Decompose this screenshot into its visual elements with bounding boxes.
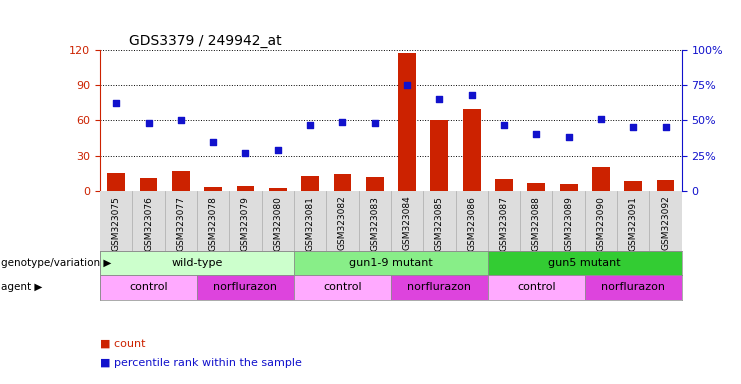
Text: agent ▶: agent ▶: [1, 283, 42, 293]
Bar: [333, 174, 351, 191]
Point: [659, 124, 671, 131]
Point: [595, 116, 607, 122]
Text: gun1-9 mutant: gun1-9 mutant: [349, 258, 433, 268]
Point: [628, 124, 639, 131]
Bar: [366, 177, 384, 191]
Bar: [488, 251, 682, 275]
Text: GSM323087: GSM323087: [499, 196, 508, 250]
Text: norflurazon: norflurazon: [213, 283, 277, 293]
Text: GSM323092: GSM323092: [661, 196, 670, 250]
Bar: [391, 275, 488, 300]
Point: [207, 139, 219, 145]
Text: GSM323085: GSM323085: [435, 196, 444, 250]
Text: ■ percentile rank within the sample: ■ percentile rank within the sample: [100, 358, 302, 368]
Text: wild-type: wild-type: [171, 258, 222, 268]
Point: [531, 131, 542, 137]
Bar: [528, 183, 545, 191]
Text: GSM323077: GSM323077: [176, 196, 185, 250]
Text: GSM323089: GSM323089: [564, 196, 573, 250]
Text: ■ count: ■ count: [100, 339, 145, 349]
Text: GSM323084: GSM323084: [402, 196, 411, 250]
Text: GSM323090: GSM323090: [597, 196, 605, 250]
Point: [142, 120, 154, 126]
Text: GSM323079: GSM323079: [241, 196, 250, 250]
Point: [369, 120, 381, 126]
Text: GSM323080: GSM323080: [273, 196, 282, 250]
Bar: [495, 179, 513, 191]
Bar: [139, 178, 157, 191]
Text: GSM323081: GSM323081: [305, 196, 315, 250]
Point: [433, 96, 445, 102]
Text: GSM323082: GSM323082: [338, 196, 347, 250]
Bar: [205, 187, 222, 191]
Text: control: control: [517, 283, 556, 293]
Text: GSM323088: GSM323088: [532, 196, 541, 250]
Text: GSM323078: GSM323078: [209, 196, 218, 250]
Bar: [100, 251, 294, 275]
Bar: [294, 251, 488, 275]
Text: GDS3379 / 249942_at: GDS3379 / 249942_at: [129, 33, 282, 48]
Point: [272, 147, 284, 153]
Text: GSM323086: GSM323086: [467, 196, 476, 250]
Text: norflurazon: norflurazon: [408, 283, 471, 293]
Bar: [585, 275, 682, 300]
Bar: [559, 184, 577, 191]
Text: norflurazon: norflurazon: [601, 283, 665, 293]
Bar: [236, 186, 254, 191]
Point: [466, 92, 478, 98]
Bar: [657, 180, 674, 191]
Text: gun5 mutant: gun5 mutant: [548, 258, 621, 268]
Point: [498, 121, 510, 127]
Text: genotype/variation ▶: genotype/variation ▶: [1, 258, 111, 268]
Bar: [294, 275, 391, 300]
Point: [110, 100, 122, 106]
Text: GSM323075: GSM323075: [112, 196, 121, 250]
Bar: [592, 167, 610, 191]
Point: [336, 119, 348, 125]
Bar: [463, 109, 481, 191]
Bar: [431, 120, 448, 191]
Point: [304, 121, 316, 127]
Point: [175, 117, 187, 123]
Bar: [172, 171, 190, 191]
Point: [562, 134, 574, 141]
Text: control: control: [129, 283, 167, 293]
Text: GSM323083: GSM323083: [370, 196, 379, 250]
Bar: [107, 173, 125, 191]
Text: GSM323091: GSM323091: [629, 196, 638, 250]
Bar: [197, 275, 294, 300]
Bar: [488, 275, 585, 300]
Text: GSM323076: GSM323076: [144, 196, 153, 250]
Bar: [100, 275, 197, 300]
Bar: [625, 181, 642, 191]
Bar: [398, 53, 416, 191]
Point: [239, 150, 251, 156]
Bar: [301, 175, 319, 191]
Bar: [269, 189, 287, 191]
Text: control: control: [323, 283, 362, 293]
Point: [401, 82, 413, 88]
